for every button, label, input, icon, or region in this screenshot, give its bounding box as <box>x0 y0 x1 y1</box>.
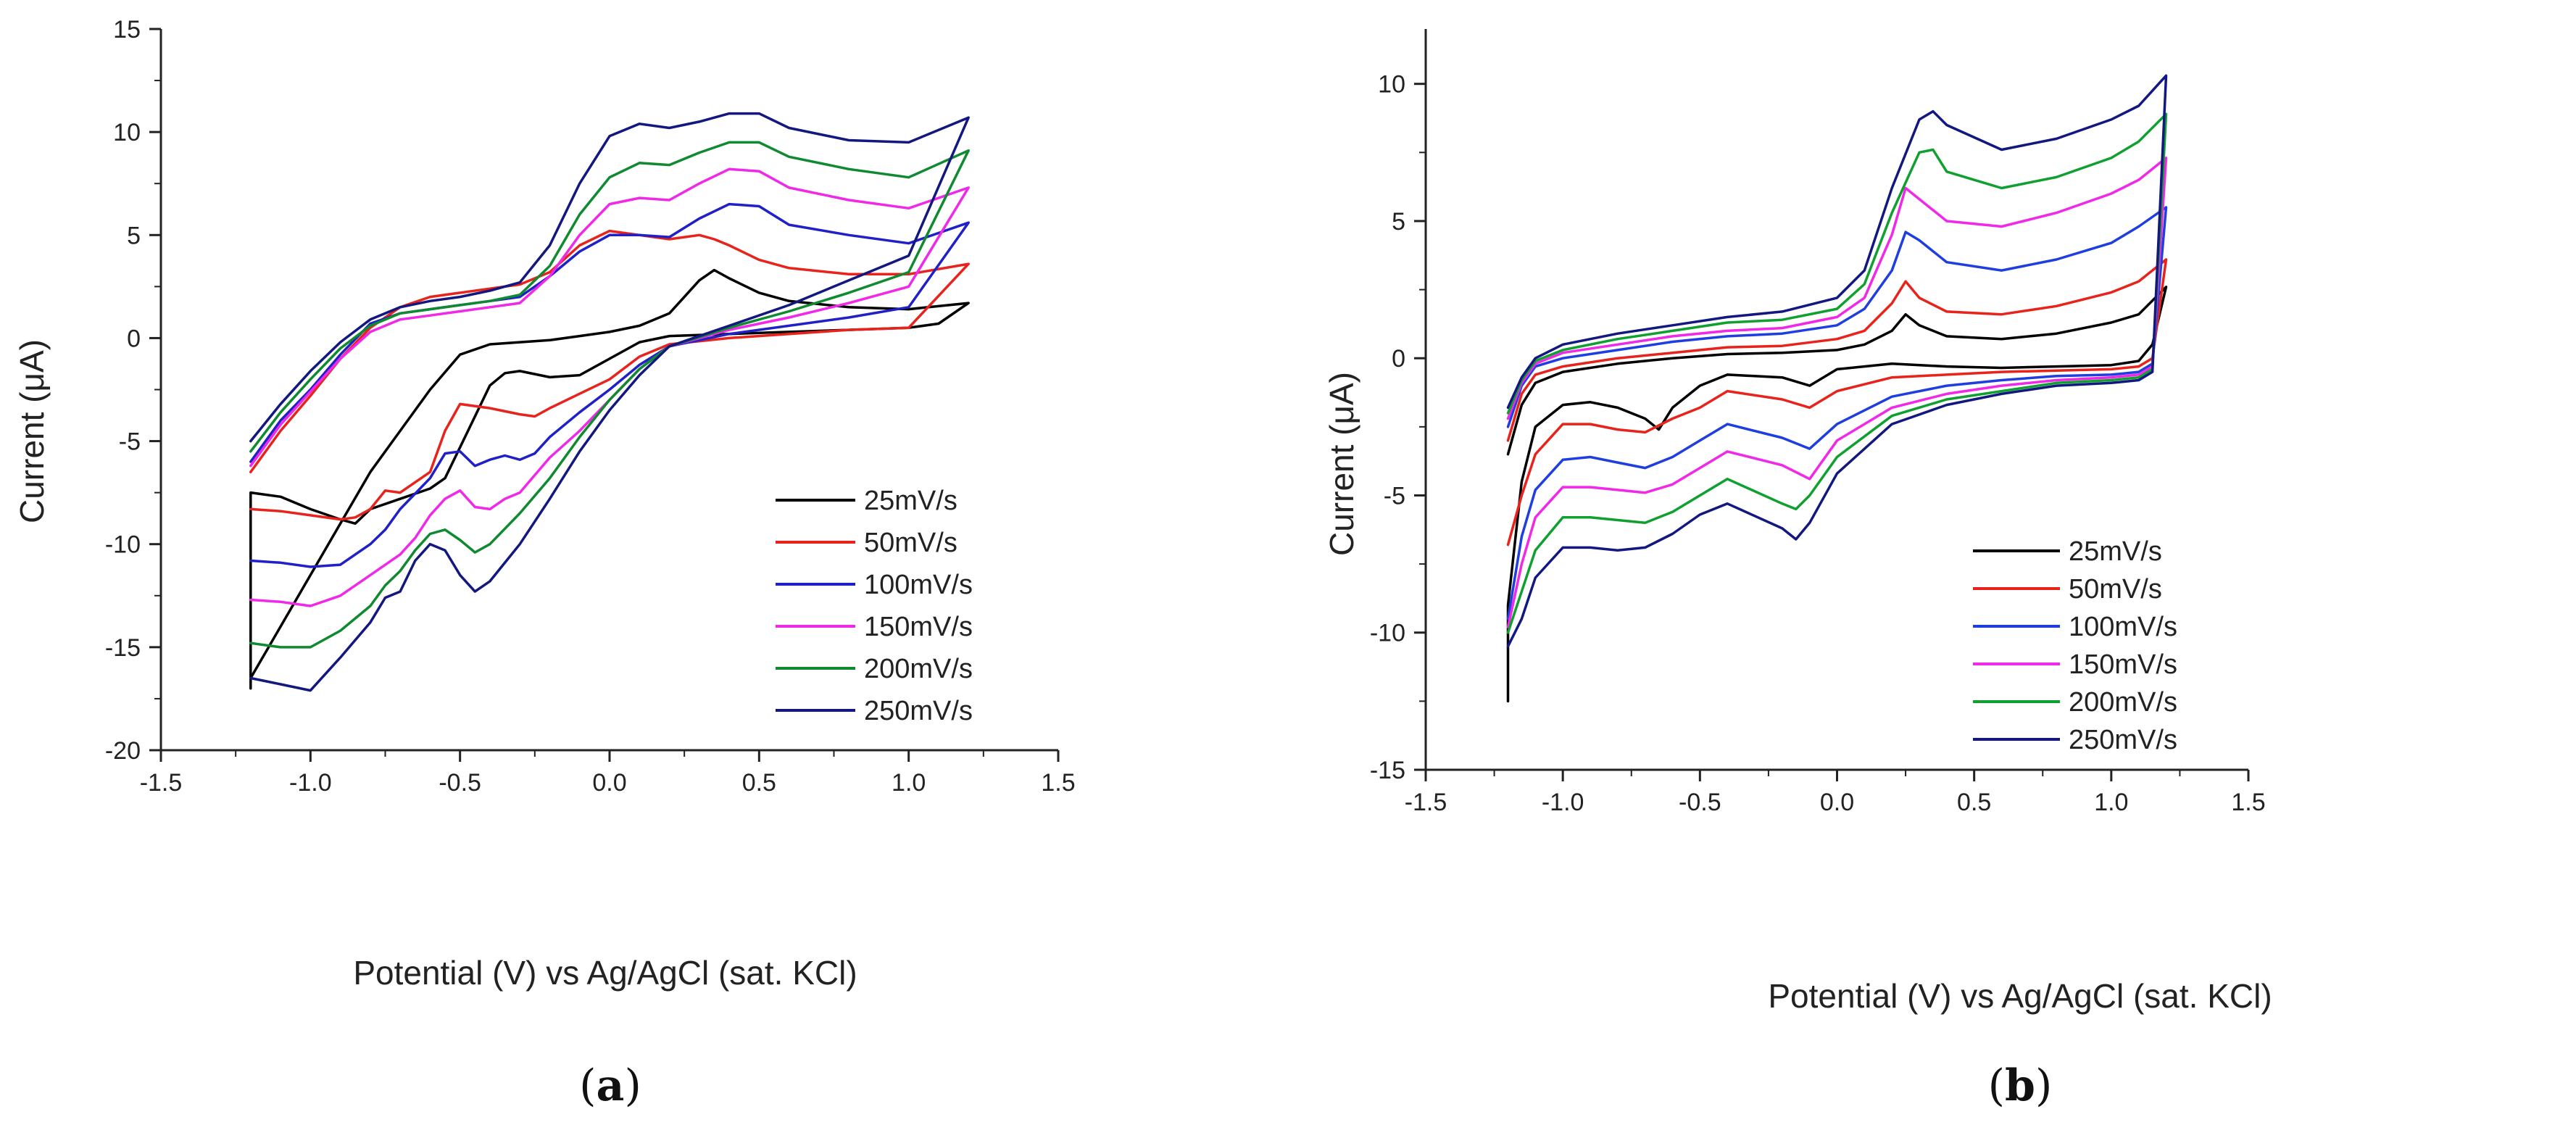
x-tick-label-b: 0.5 <box>1957 789 1991 816</box>
chart-panel-a: -1.5 -1.0 -0.5 0.0 0.5 1.0 1.5 -20 -15 -10 -5 0 5 10 1… <box>13 16 1076 1111</box>
y-tick-label-b: -10 <box>1370 620 1405 647</box>
y-tick-label-a: -20 <box>105 737 141 765</box>
axes-layer-b: -1.5 -1.0 -0.5 0.0 0.5 1.0 1.5 -15 -10 -5 0 5 10 <box>1370 29 2266 816</box>
legend-label-a: 50mV/s <box>864 528 957 558</box>
series-line-a-100mV-s <box>249 202 970 568</box>
legend-label-b: 250mV/s <box>2069 725 2177 755</box>
x-tick-label-a: -1.0 <box>289 769 332 797</box>
x-tick-label-a: 1.0 <box>892 769 926 797</box>
legend-b: 25mV/s 50mV/s 100mV/s 150mV/s 200mV/s 250mV/s <box>1973 536 2177 755</box>
x-axis-label-b: Potential (V) vs Ag/AgCl (sat. KCl) <box>1768 977 2272 1015</box>
x-tick-label-b: -0.5 <box>1679 789 1721 816</box>
legend-label-b: 100mV/s <box>2069 612 2177 642</box>
legend-label-a: 150mV/s <box>864 612 973 642</box>
y-tick-label-a: 10 <box>113 119 141 146</box>
x-tick-label-b: -1.5 <box>1405 789 1447 816</box>
x-tick-label-a: 1.5 <box>1041 769 1075 797</box>
chart-b-svg: -1.5 -1.0 -0.5 0.0 0.5 1.0 1.5 -15 -10 -5 0 5 10 25m… <box>1323 29 2272 1111</box>
series-line-a-150mV-s <box>249 167 970 607</box>
legend-a: 25mV/s 50mV/s 100mV/s 150mV/s 200mV/s 250mV/s <box>776 486 973 726</box>
series-layer-b <box>1506 74 2168 703</box>
x-tick-label-b: -1.0 <box>1542 789 1584 816</box>
series-line-b-25mV-s <box>1506 286 2168 703</box>
x-tick-label-a: -1.5 <box>140 769 183 797</box>
y-tick-label-a: -15 <box>105 634 141 662</box>
x-tick-label-a: -0.5 <box>439 769 481 797</box>
x-tick-label-a: 0.0 <box>592 769 626 797</box>
x-tick-label-a: 0.5 <box>742 769 776 797</box>
y-tick-label-a: 0 <box>127 325 141 352</box>
x-tick-label-b: 0.0 <box>1820 789 1854 816</box>
series-line-b-250mV-s <box>1506 74 2168 648</box>
series-line-b-200mV-s <box>1506 112 2168 634</box>
legend-label-b: 150mV/s <box>2069 649 2177 680</box>
axes-layer-a: -1.5 -1.0 -0.5 0.0 0.5 1.0 1.5 -20 -15 -10 -5 0 5 10 1… <box>105 16 1076 797</box>
legend-label-a: 100mV/s <box>864 570 973 600</box>
y-tick-label-a: -10 <box>105 531 141 559</box>
legend-label-a: 25mV/s <box>864 486 957 516</box>
y-tick-label-a: 5 <box>127 222 141 249</box>
series-line-a-250mV-s <box>249 112 970 692</box>
y-axis-label-b: Current (μA) <box>1323 372 1360 556</box>
series-line-a-200mV-s <box>249 141 970 649</box>
legend-label-b: 200mV/s <box>2069 687 2177 718</box>
y-tick-label-b: -15 <box>1370 757 1405 784</box>
panel-caption-a: (a) <box>579 1060 641 1111</box>
chart-a-svg: -1.5 -1.0 -0.5 0.0 0.5 1.0 1.5 -20 -15 -10 -5 0 5 10 1… <box>13 16 1076 1111</box>
series-line-b-100mV-s <box>1506 206 2168 620</box>
series-line-a-25mV-s <box>249 268 970 690</box>
series-line-b-50mV-s <box>1506 258 2168 547</box>
y-axis-label-a: Current (μA) <box>13 339 51 523</box>
x-axis-label-a: Potential (V) vs Ag/AgCl (sat. KCl) <box>353 954 857 992</box>
series-layer-a <box>249 112 970 692</box>
y-tick-label-b: -5 <box>1384 482 1405 510</box>
y-tick-label-b: 5 <box>1392 208 1405 236</box>
legend-label-a: 250mV/s <box>864 696 973 726</box>
panel-caption-b: (b) <box>1988 1060 2053 1111</box>
legend-label-b: 50mV/s <box>2069 574 2162 605</box>
x-tick-label-b: 1.0 <box>2094 789 2128 816</box>
chart-panel-b: -1.5 -1.0 -0.5 0.0 0.5 1.0 1.5 -15 -10 -5 0 5 10 25m… <box>1288 0 2576 1138</box>
x-tick-label-b: 1.5 <box>2231 789 2265 816</box>
legend-label-b: 25mV/s <box>2069 536 2162 567</box>
y-tick-label-b: 0 <box>1392 345 1405 373</box>
y-tick-label-a: -5 <box>119 428 141 456</box>
legend-label-a: 200mV/s <box>864 654 973 684</box>
y-tick-label-b: 10 <box>1378 71 1405 99</box>
series-line-a-50mV-s <box>249 229 970 521</box>
y-tick-label-a: 15 <box>113 16 141 43</box>
